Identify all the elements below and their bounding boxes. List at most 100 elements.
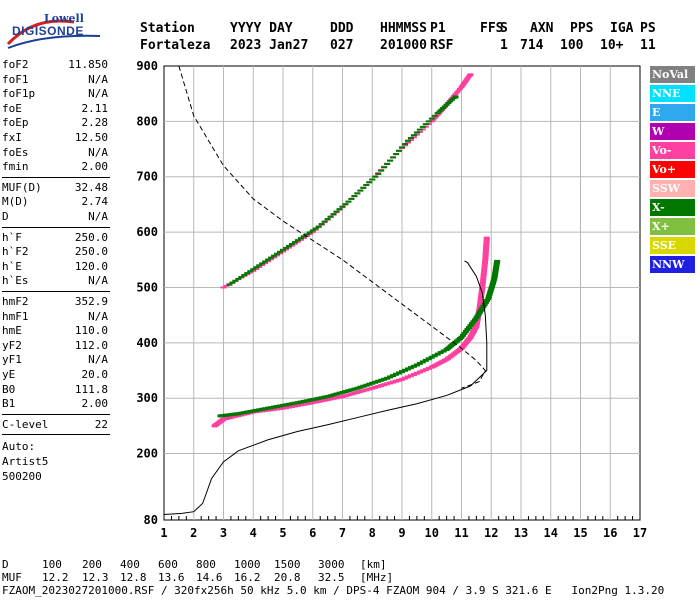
header-label-1: YYYY DAY (230, 21, 293, 36)
param-value: 2.00 (81, 397, 109, 411)
echo-point (467, 324, 474, 328)
distance-cell-5: 800 (196, 558, 216, 571)
echo-point (434, 112, 441, 115)
param-hmf1: hmF1 N/A (2, 310, 108, 324)
echo-point (473, 321, 480, 325)
echo-point (396, 149, 403, 152)
echo-point (315, 225, 322, 228)
x-tick-label: 5 (279, 526, 286, 540)
param-label: C-level (2, 417, 49, 431)
echo-point (492, 270, 499, 274)
distance-cell-4: 600 (158, 558, 178, 571)
param-value: N/A (88, 309, 108, 323)
echo-point (476, 303, 483, 307)
param-label: yF1 (2, 353, 22, 367)
param-label: M(D) (2, 195, 29, 209)
echo-point (471, 318, 478, 322)
echo-point (387, 159, 394, 162)
param-b1: B1 2.00 (2, 397, 108, 411)
echo-point (262, 260, 269, 263)
echo-point (464, 328, 471, 332)
echo-point (436, 110, 443, 113)
profile-curve (163, 260, 488, 515)
param-label: h`Es (2, 274, 29, 288)
x-tick-label: 16 (603, 526, 617, 540)
echo-point (481, 269, 488, 273)
echo-point (441, 105, 448, 108)
x-tick-label: 2 (190, 526, 197, 540)
param-value: 22 (94, 417, 108, 431)
echo-point (381, 166, 388, 169)
echo-point (465, 75, 472, 78)
param-h-es: h`Es N/A (2, 274, 108, 288)
param-foes: foEs N/A (2, 146, 108, 160)
echo-point (477, 297, 484, 301)
header-value-5: 1 (500, 38, 508, 53)
muf-cell-4: 13.6 (158, 571, 185, 584)
echo-point (428, 117, 435, 120)
echo-point (491, 275, 498, 279)
header-value-3: 201000 (380, 38, 427, 53)
echo-point (445, 102, 452, 105)
param-value: 250.0 (74, 230, 108, 244)
echo-point (455, 89, 462, 92)
echo-point (333, 210, 340, 213)
distance-row: D 100 200 400 600 800 1000 1500 3000 [km] (2, 558, 402, 571)
echo-point (489, 283, 496, 287)
muf-cell-2: 12.3 (82, 571, 109, 584)
echo-point (428, 355, 435, 359)
x-tick-label: 8 (369, 526, 376, 540)
file-info: FZAOM_2023027201000.RSF / 320fx256h 50 k… (2, 584, 665, 597)
echo-point (288, 243, 295, 246)
echo-point (493, 263, 500, 267)
echo-point (345, 200, 352, 203)
echo-point (438, 108, 445, 111)
param-foe: foE 2.11 (2, 102, 108, 116)
echo-point (488, 287, 495, 291)
echo-point (448, 98, 455, 101)
header-label-3: HHMMSS (380, 21, 427, 36)
param-label: h`F2 (2, 245, 29, 259)
param-separator (2, 291, 110, 292)
echo-point (473, 324, 480, 328)
echo-point (309, 229, 316, 232)
param-muf-d-: MUF(D) 32.48 (2, 181, 108, 195)
echo-point (486, 293, 493, 297)
param-value: N/A (88, 353, 108, 367)
x-tick-label: 17 (633, 526, 647, 540)
echo-point (487, 291, 494, 295)
echo-point (482, 251, 489, 255)
x-tick-label: 9 (398, 526, 405, 540)
x-tick-label: 12 (484, 526, 498, 540)
echo-point (458, 335, 465, 339)
param-value: 20.0 (81, 368, 109, 381)
echo-point (265, 258, 272, 261)
param-label: MUF(D) (2, 180, 42, 194)
echo-point (485, 295, 492, 299)
echo-point (360, 186, 367, 189)
param-fof1p: foF1p N/A (2, 87, 108, 101)
echo-point (366, 181, 373, 184)
echo-point (454, 91, 461, 94)
param-label: B1 (2, 397, 16, 411)
echo-point (401, 144, 408, 147)
param-label: hmF2 (2, 295, 29, 308)
header-value-4: RSF (430, 38, 454, 53)
echo-point (348, 197, 355, 200)
echo-point (363, 184, 370, 187)
echo-point (390, 156, 397, 159)
echo-point (321, 220, 328, 223)
echo-point (493, 266, 500, 270)
header-label-2: DDD (330, 21, 354, 36)
header-value-9: 11 (640, 38, 656, 53)
echo-point (443, 103, 450, 106)
echo-point (483, 244, 490, 248)
param-label: fxI (2, 131, 22, 144)
echo-point (399, 146, 405, 149)
echo-point (457, 87, 464, 90)
param-value: 352.9 (74, 295, 108, 308)
echo-point (312, 227, 319, 230)
echo-point (235, 277, 242, 280)
echo-point (477, 299, 484, 303)
muf-cell-6: 16.2 (234, 571, 261, 584)
